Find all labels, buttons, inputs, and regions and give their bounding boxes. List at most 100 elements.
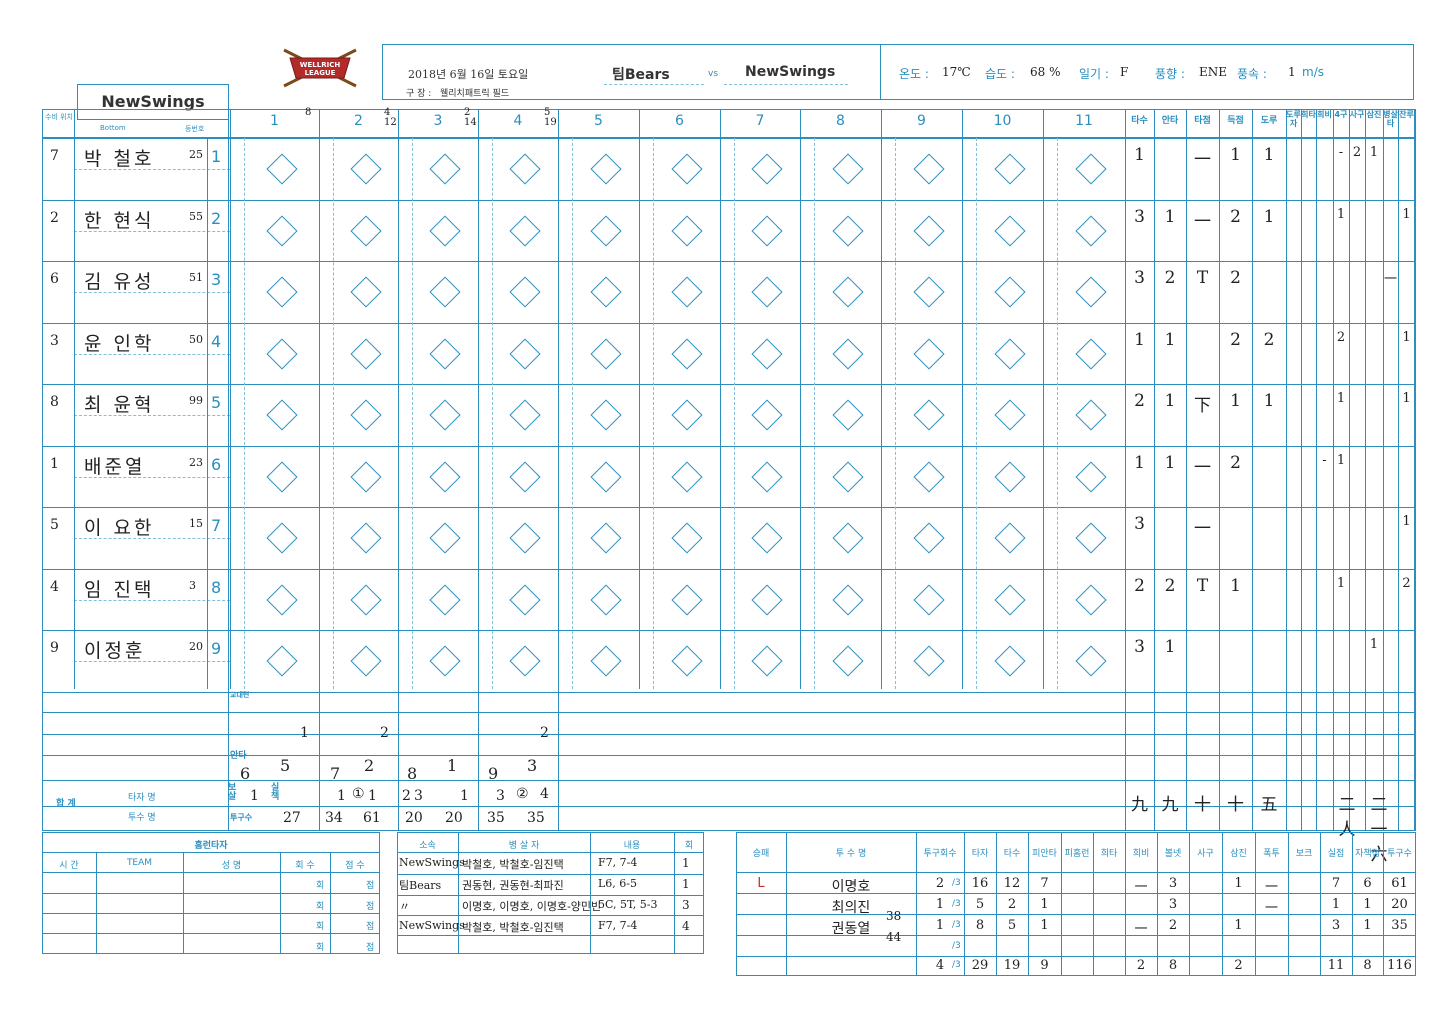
pitcher-ip: 1: [935, 918, 945, 933]
at-bat-cell-inning-7[interactable]: [721, 201, 799, 260]
at-bat-cell-inning-10[interactable]: [963, 570, 1042, 629]
at-bat-cell-inning-2[interactable]: [320, 508, 397, 567]
at-bat-cell-inning-9[interactable]: [882, 139, 961, 198]
at-bat-cell-inning-9[interactable]: [882, 262, 961, 321]
at-bat-cell-inning-7[interactable]: [721, 447, 799, 506]
at-bat-cell-inning-4[interactable]: [479, 201, 557, 260]
at-bat-cell-inning-10[interactable]: [963, 385, 1042, 444]
at-bat-cell-inning-10[interactable]: [963, 447, 1042, 506]
at-bat-cell-inning-3[interactable]: [399, 262, 477, 321]
at-bat-cell-inning-4[interactable]: [479, 447, 557, 506]
at-bat-cell-inning-5[interactable]: [559, 262, 638, 321]
at-bat-cell-inning-3[interactable]: [399, 447, 477, 506]
at-bat-cell-inning-11[interactable]: [1044, 385, 1124, 444]
at-bat-cell-inning-10[interactable]: [963, 201, 1042, 260]
at-bat-cell-inning-6[interactable]: [640, 447, 719, 506]
pitcher-ip: 2: [935, 876, 945, 891]
at-bat-cell-inning-5[interactable]: [559, 385, 638, 444]
at-bat-cell-inning-9[interactable]: [882, 385, 961, 444]
at-bat-cell-inning-10[interactable]: [963, 508, 1042, 567]
at-bat-cell-inning-3[interactable]: [399, 385, 477, 444]
team-name: NewSwings: [101, 92, 205, 111]
batter-number: 99: [189, 394, 203, 407]
at-bat-cell-inning-2[interactable]: [320, 262, 397, 321]
at-bat-cell-inning-9[interactable]: [882, 447, 961, 506]
at-bat-cell-inning-2[interactable]: [320, 631, 397, 690]
at-bat-cell-inning-4[interactable]: [479, 508, 557, 567]
at-bat-cell-inning-6[interactable]: [640, 324, 719, 383]
at-bat-cell-inning-6[interactable]: [640, 385, 719, 444]
at-bat-cell-inning-7[interactable]: [721, 385, 799, 444]
at-bat-cell-inning-5[interactable]: [559, 631, 638, 690]
at-bat-cell-inning-8[interactable]: [801, 631, 880, 690]
at-bat-cell-inning-11[interactable]: [1044, 447, 1124, 506]
at-bat-cell-inning-10[interactable]: [963, 631, 1042, 690]
at-bat-cell-inning-10[interactable]: [963, 139, 1042, 198]
at-bat-cell-inning-9[interactable]: [882, 508, 961, 567]
at-bat-cell-inning-8[interactable]: [801, 508, 880, 567]
bb-value: 3: [414, 788, 423, 804]
at-bat-cell-inning-5[interactable]: [559, 508, 638, 567]
at-bat-cell-inning-3[interactable]: [399, 139, 477, 198]
at-bat-cell-inning-3[interactable]: [399, 201, 477, 260]
at-bat-cell-inning-5[interactable]: [559, 447, 638, 506]
stat-total: 十: [1227, 795, 1244, 815]
hr-points-unit: 점: [366, 881, 375, 891]
at-bat-cell-inning-9[interactable]: [882, 570, 961, 629]
at-bat-cell-inning-6[interactable]: [640, 139, 719, 198]
at-bat-cell-inning-10[interactable]: [963, 324, 1042, 383]
at-bat-cell-inning-9[interactable]: [882, 201, 961, 260]
at-bat-cell-inning-11[interactable]: [1044, 508, 1124, 567]
at-bat-cell-inning-7[interactable]: [721, 324, 799, 383]
at-bat-cell-inning-11[interactable]: [1044, 324, 1124, 383]
at-bat-cell-inning-11[interactable]: [1044, 570, 1124, 629]
at-bat-cell-inning-5[interactable]: [559, 570, 638, 629]
at-bat-cell-inning-6[interactable]: [640, 631, 719, 690]
at-bat-cell-inning-11[interactable]: [1044, 201, 1124, 260]
at-bat-cell-inning-10[interactable]: [963, 262, 1042, 321]
at-bat-cell-inning-4[interactable]: [479, 139, 557, 198]
at-bat-cell-inning-6[interactable]: [640, 508, 719, 567]
at-bat-cell-inning-9[interactable]: [882, 324, 961, 383]
batter-stat-4: 1: [1263, 145, 1275, 165]
at-bat-cell-inning-11[interactable]: [1044, 139, 1124, 198]
at-bat-cell-inning-7[interactable]: [721, 139, 799, 198]
at-bat-cell-inning-6[interactable]: [640, 262, 719, 321]
at-bat-cell-inning-2[interactable]: [320, 324, 397, 383]
at-bat-cell-inning-8[interactable]: [801, 570, 880, 629]
at-bat-cell-inning-11[interactable]: [1044, 262, 1124, 321]
at-bat-cell-inning-2[interactable]: [320, 139, 397, 198]
pitcher-wp: 一: [1264, 880, 1278, 895]
at-bat-cell-inning-3[interactable]: [399, 570, 477, 629]
at-bat-cell-inning-8[interactable]: [801, 324, 880, 383]
at-bat-cell-inning-5[interactable]: [559, 324, 638, 383]
at-bat-cell-inning-8[interactable]: [801, 447, 880, 506]
at-bat-cell-inning-3[interactable]: [399, 324, 477, 383]
at-bat-cell-inning-6[interactable]: [640, 570, 719, 629]
at-bat-cell-inning-4[interactable]: [479, 570, 557, 629]
at-bat-cell-inning-5[interactable]: [559, 201, 638, 260]
at-bat-cell-inning-6[interactable]: [640, 201, 719, 260]
at-bat-cell-inning-2[interactable]: [320, 201, 397, 260]
pitch-count-value: 27: [283, 810, 301, 826]
at-bat-cell-inning-7[interactable]: [721, 508, 799, 567]
at-bat-cell-inning-7[interactable]: [721, 631, 799, 690]
at-bat-cell-inning-3[interactable]: [399, 508, 477, 567]
at-bat-cell-inning-5[interactable]: [559, 139, 638, 198]
at-bat-cell-inning-2[interactable]: [320, 447, 397, 506]
at-bat-cell-inning-7[interactable]: [721, 262, 799, 321]
at-bat-cell-inning-4[interactable]: [479, 324, 557, 383]
at-bat-cell-inning-8[interactable]: [801, 139, 880, 198]
at-bat-cell-inning-8[interactable]: [801, 262, 880, 321]
at-bat-cell-inning-4[interactable]: [479, 631, 557, 690]
at-bat-cell-inning-3[interactable]: [399, 631, 477, 690]
at-bat-cell-inning-7[interactable]: [721, 570, 799, 629]
at-bat-cell-inning-2[interactable]: [320, 570, 397, 629]
at-bat-cell-inning-4[interactable]: [479, 385, 557, 444]
at-bat-cell-inning-2[interactable]: [320, 385, 397, 444]
at-bat-cell-inning-4[interactable]: [479, 262, 557, 321]
at-bat-cell-inning-9[interactable]: [882, 631, 961, 690]
at-bat-cell-inning-8[interactable]: [801, 385, 880, 444]
at-bat-cell-inning-8[interactable]: [801, 201, 880, 260]
at-bat-cell-inning-11[interactable]: [1044, 631, 1124, 690]
